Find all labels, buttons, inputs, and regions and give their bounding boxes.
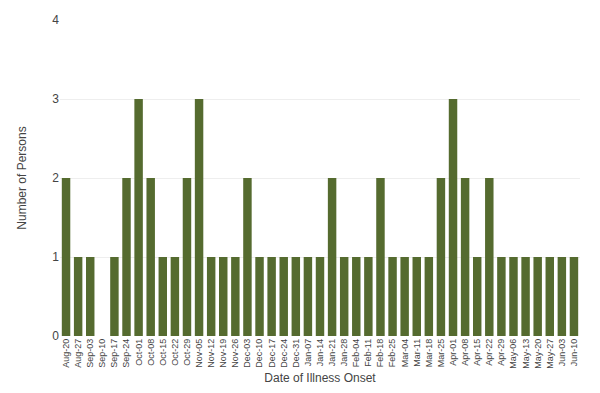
svg-text:Nov-26: Nov-26: [230, 339, 240, 368]
svg-text:Oct-01: Oct-01: [134, 339, 144, 366]
svg-text:3: 3: [52, 92, 59, 106]
svg-text:0: 0: [52, 329, 59, 343]
svg-text:1: 1: [52, 250, 59, 264]
svg-text:Dec-31: Dec-31: [291, 339, 301, 368]
svg-text:Sep-17: Sep-17: [109, 339, 119, 368]
svg-text:Dec-03: Dec-03: [242, 339, 252, 368]
svg-text:Apr-01: Apr-01: [448, 339, 458, 366]
svg-text:2: 2: [52, 171, 59, 185]
svg-text:Mar-04: Mar-04: [400, 339, 410, 368]
svg-text:May-27: May-27: [545, 339, 555, 369]
svg-text:Jun-10: Jun-10: [569, 339, 579, 367]
svg-text:May-20: May-20: [533, 339, 543, 369]
svg-text:Nov-05: Nov-05: [194, 339, 204, 368]
svg-text:Aug-20: Aug-20: [61, 339, 71, 368]
svg-text:Feb-11: Feb-11: [363, 339, 373, 367]
svg-text:Mar-25: Mar-25: [436, 339, 446, 368]
svg-text:Apr-29: Apr-29: [496, 339, 506, 366]
svg-text:Jun-03: Jun-03: [557, 339, 567, 367]
svg-text:Dec-10: Dec-10: [254, 339, 264, 368]
svg-text:Apr-15: Apr-15: [472, 339, 482, 366]
svg-text:May-13: May-13: [521, 339, 531, 369]
svg-text:Feb-25: Feb-25: [387, 339, 397, 368]
svg-text:Apr-08: Apr-08: [460, 339, 470, 366]
svg-text:Jan-21: Jan-21: [327, 339, 337, 367]
svg-text:Feb-18: Feb-18: [375, 339, 385, 368]
svg-text:Nov-19: Nov-19: [218, 339, 228, 368]
svg-text:Oct-22: Oct-22: [170, 339, 180, 366]
svg-text:Jan-14: Jan-14: [315, 339, 325, 367]
svg-text:Aug-27: Aug-27: [73, 339, 83, 368]
svg-text:Oct-08: Oct-08: [146, 339, 156, 366]
svg-text:Mar-18: Mar-18: [424, 339, 434, 368]
svg-text:Sep-24: Sep-24: [121, 339, 131, 368]
svg-text:4: 4: [52, 13, 59, 27]
svg-text:Nov-12: Nov-12: [206, 339, 216, 368]
svg-text:Sep-03: Sep-03: [85, 339, 95, 368]
svg-text:Mar-11: Mar-11: [412, 339, 422, 367]
svg-text:Jan-28: Jan-28: [339, 339, 349, 367]
svg-text:Number of Persons: Number of Persons: [15, 126, 29, 229]
svg-text:Apr-22: Apr-22: [484, 339, 494, 366]
svg-text:Oct-15: Oct-15: [158, 339, 168, 366]
svg-text:Sep-10: Sep-10: [97, 339, 107, 368]
svg-text:Date of Illness Onset: Date of Illness Onset: [264, 371, 376, 385]
svg-text:Feb-04: Feb-04: [351, 339, 361, 368]
svg-text:Jan-07: Jan-07: [303, 339, 313, 367]
svg-text:Oct-29: Oct-29: [182, 339, 192, 366]
svg-text:Dec-24: Dec-24: [279, 339, 289, 368]
svg-text:May-06: May-06: [508, 339, 518, 369]
svg-text:Dec-17: Dec-17: [267, 339, 277, 368]
